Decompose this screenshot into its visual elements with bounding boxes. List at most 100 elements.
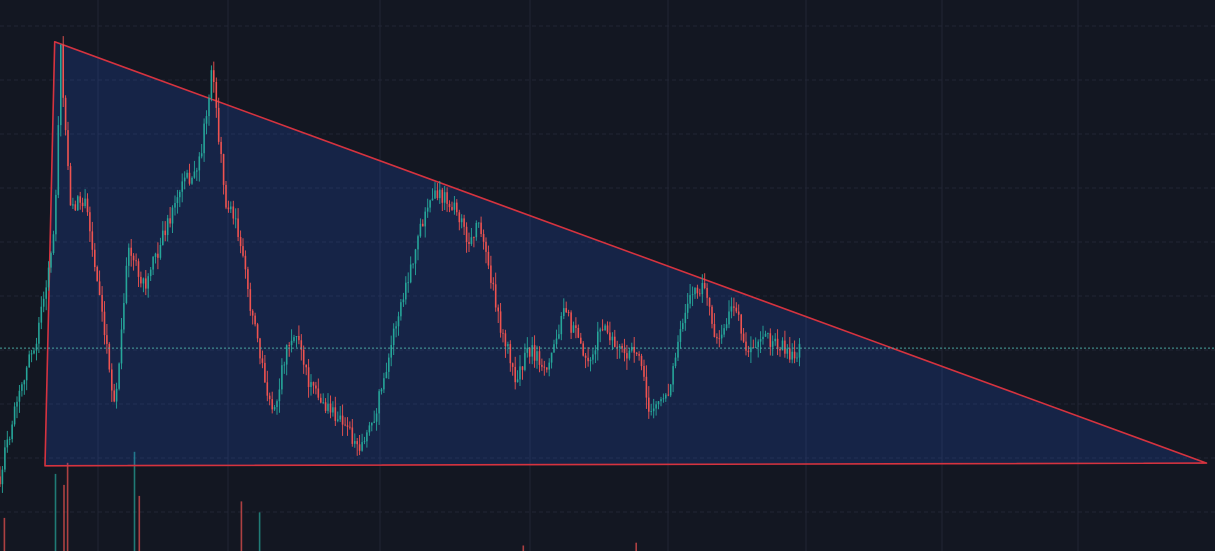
candle	[106, 324, 108, 354]
candle	[310, 374, 312, 396]
candle	[776, 329, 779, 356]
candle	[519, 355, 521, 386]
candle	[23, 379, 26, 395]
candle-body	[750, 347, 752, 353]
candle-body	[737, 311, 740, 315]
candle-body	[208, 98, 210, 117]
candle	[733, 297, 735, 317]
candle	[533, 335, 536, 368]
candle	[30, 350, 33, 363]
candle	[679, 320, 682, 349]
descending-triangle-drawing[interactable]	[44, 40, 1208, 467]
candle-body	[745, 341, 747, 351]
candle-body	[456, 202, 458, 213]
candle	[638, 351, 640, 361]
candle	[234, 208, 237, 229]
candle-body	[497, 307, 499, 312]
candle	[183, 171, 186, 190]
candle	[130, 239, 132, 267]
candle-body	[166, 218, 169, 235]
candle	[94, 243, 96, 272]
candle	[205, 110, 208, 135]
candle	[672, 363, 674, 393]
candle-body	[733, 306, 735, 308]
candle	[718, 330, 721, 348]
candle	[759, 331, 762, 353]
candle-body	[657, 401, 660, 405]
candle-body	[587, 357, 589, 362]
candle-body	[531, 345, 533, 357]
candle-body	[94, 249, 96, 267]
candle-body	[582, 343, 584, 356]
candle-body	[293, 337, 295, 341]
candle	[757, 339, 759, 358]
candle	[745, 332, 747, 356]
candle	[611, 332, 614, 350]
candle-body	[728, 311, 730, 325]
candle	[128, 243, 130, 278]
candle	[276, 399, 278, 415]
candle	[8, 436, 11, 446]
candle	[60, 44, 62, 137]
candle-body	[366, 432, 368, 442]
candle-body	[424, 211, 426, 227]
candle	[490, 255, 492, 289]
candle-body	[742, 333, 745, 342]
candle-body	[38, 322, 40, 344]
candle	[249, 282, 252, 316]
candle	[448, 200, 451, 213]
candle	[220, 136, 222, 163]
candle	[543, 360, 546, 376]
candle-body	[344, 424, 346, 426]
candle-body	[130, 247, 132, 256]
candle-body	[40, 306, 43, 323]
candle	[101, 286, 103, 322]
candle	[162, 221, 164, 246]
candle-body	[519, 366, 521, 380]
candle	[716, 333, 718, 344]
candle	[511, 362, 514, 376]
candle-body	[764, 333, 767, 337]
candle	[412, 263, 414, 269]
candle-body	[322, 402, 324, 404]
candle	[6, 430, 9, 453]
candle	[575, 317, 577, 339]
candle	[327, 393, 329, 414]
triangle-pattern-layer[interactable]	[44, 40, 1208, 467]
candle-body	[597, 331, 599, 351]
candle-body	[312, 382, 315, 386]
candle-body	[6, 439, 9, 448]
candle-body	[149, 269, 152, 277]
candle	[614, 329, 616, 348]
candle-body	[460, 218, 463, 223]
candle	[193, 160, 196, 179]
candle	[684, 304, 687, 331]
candle	[266, 370, 269, 402]
candle-body	[623, 348, 626, 354]
candle	[149, 267, 152, 281]
candle	[431, 188, 434, 201]
candle-body	[380, 389, 383, 392]
candle	[312, 381, 315, 394]
candle-body	[507, 344, 509, 347]
candle-body	[67, 130, 69, 167]
candle	[256, 322, 259, 343]
candle-body	[487, 251, 490, 266]
candle	[750, 336, 752, 363]
candle	[329, 395, 332, 419]
candle	[302, 345, 305, 374]
candle	[50, 251, 52, 273]
candle-body	[234, 218, 237, 220]
candle	[696, 284, 699, 299]
candle	[57, 116, 60, 199]
candle-body	[662, 398, 665, 400]
candle-body	[509, 344, 512, 364]
candle-body	[179, 191, 181, 198]
candle-body	[465, 226, 468, 242]
candle	[492, 277, 495, 291]
candle-body	[89, 212, 91, 232]
candle	[682, 318, 684, 332]
candle-body	[16, 401, 18, 407]
